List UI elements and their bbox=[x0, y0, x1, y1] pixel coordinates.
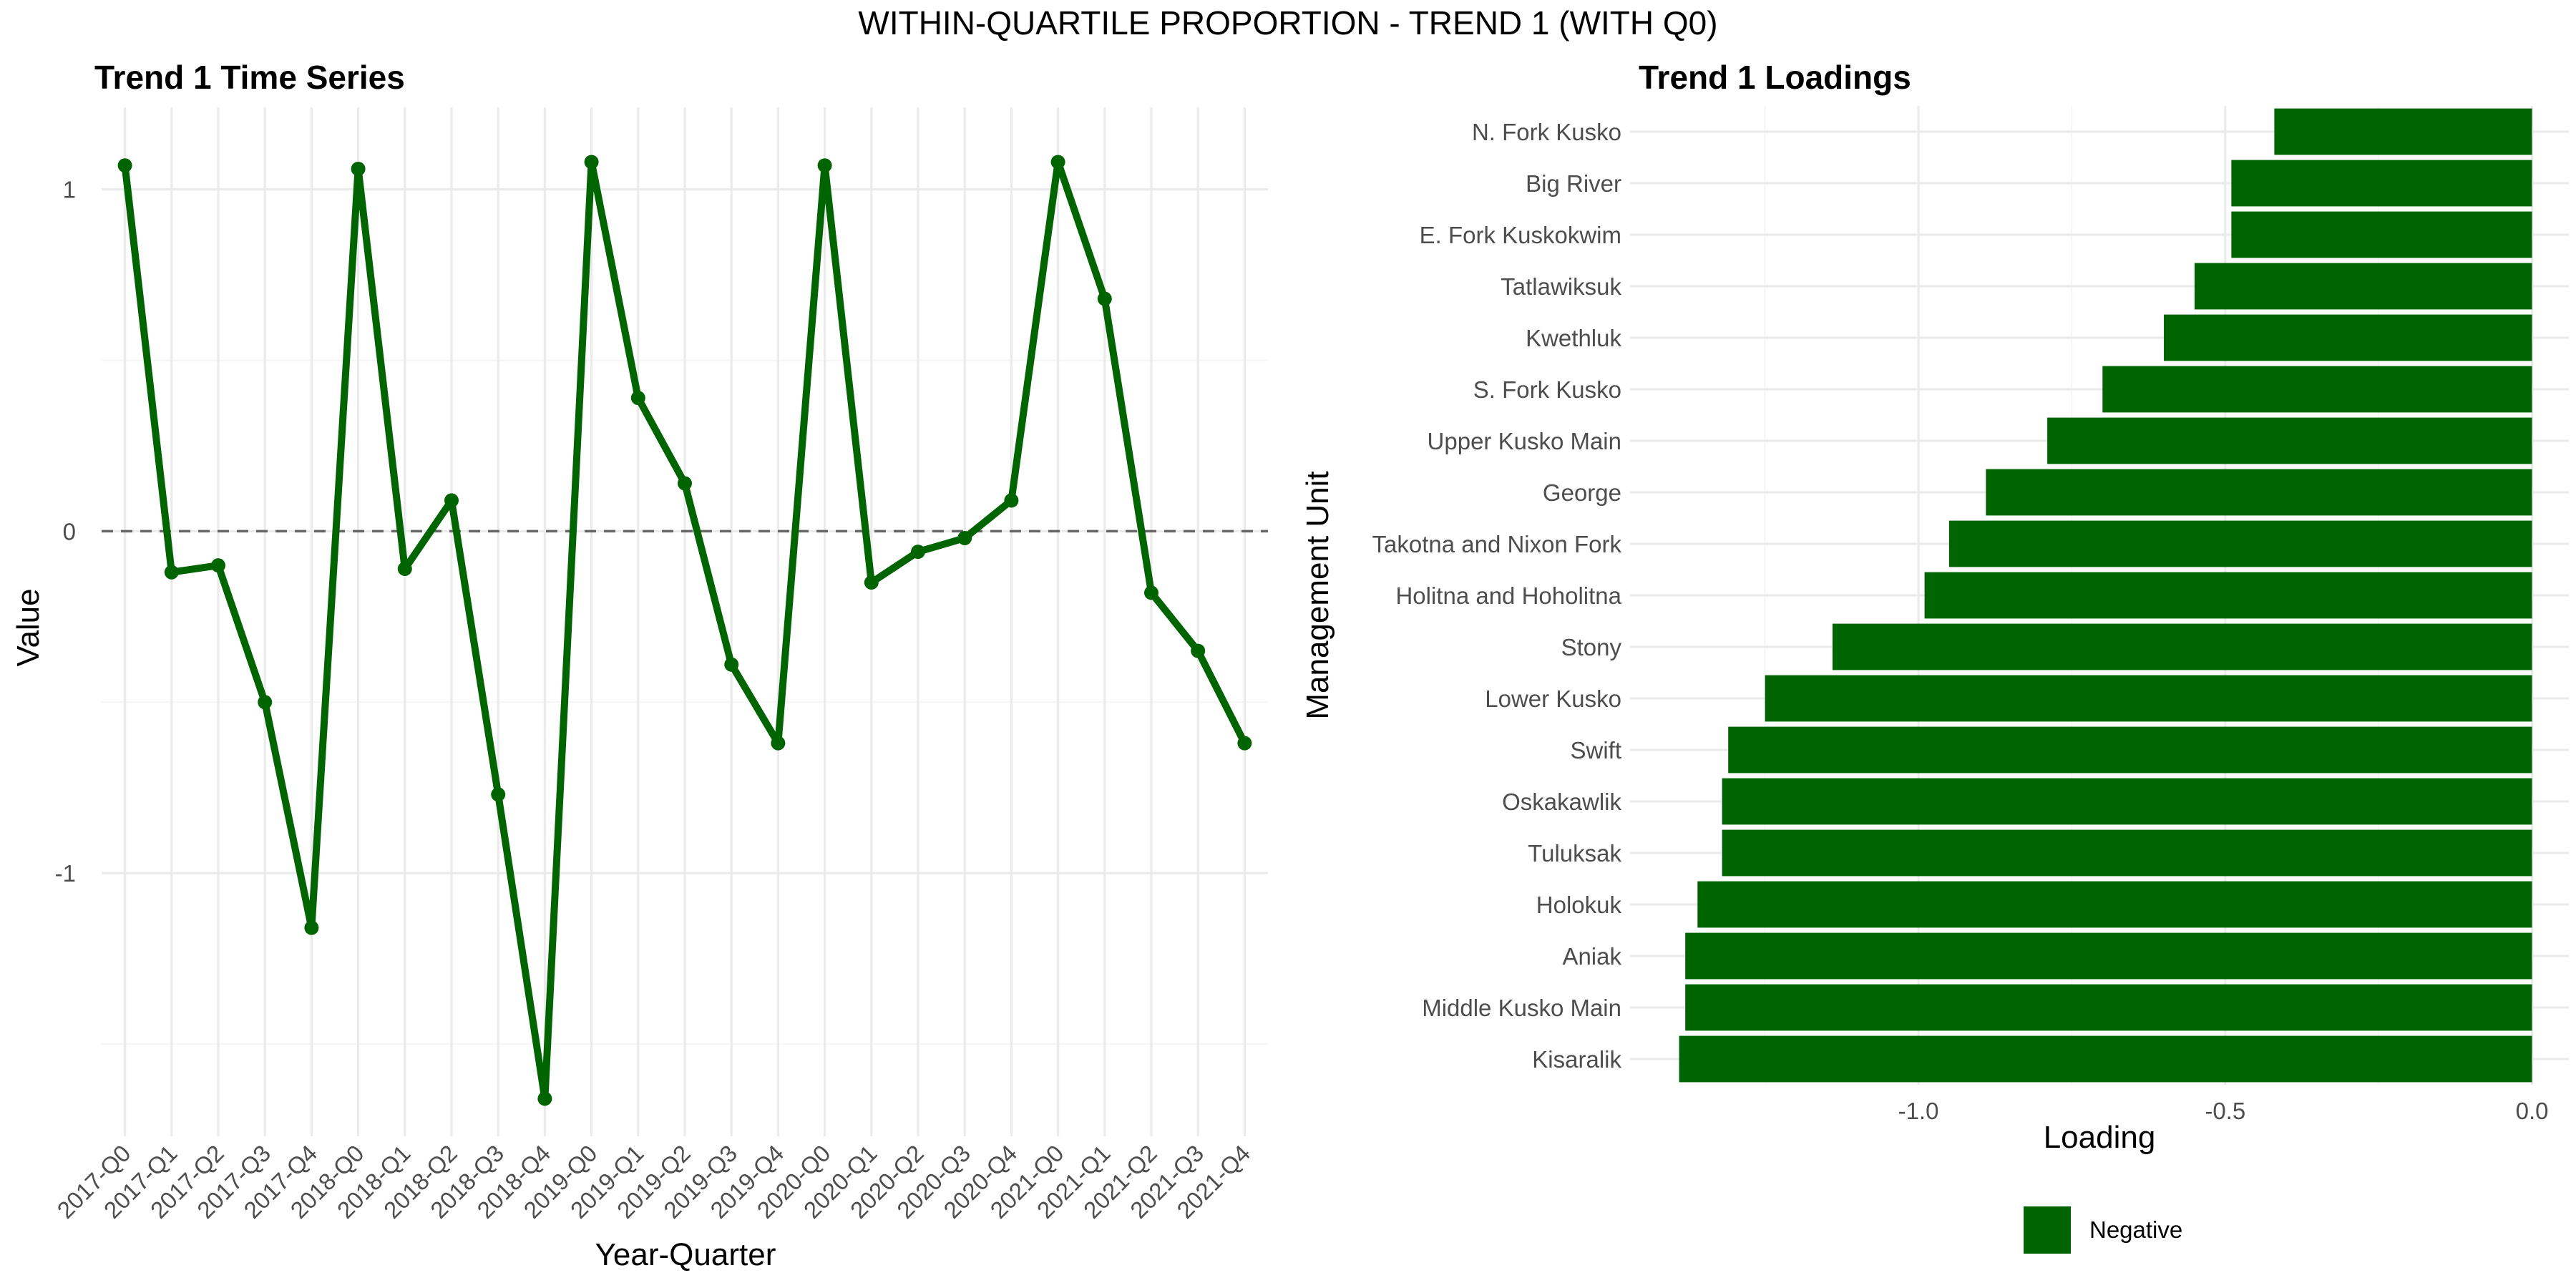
loading-bar bbox=[1765, 675, 2532, 722]
data-point bbox=[911, 545, 925, 560]
loading-bar bbox=[2047, 417, 2532, 464]
loading-bar bbox=[1832, 623, 2532, 670]
data-point bbox=[397, 561, 412, 576]
legend-key-negative bbox=[2024, 1206, 2071, 1254]
data-point bbox=[957, 530, 972, 545]
category-label: Kwethluk bbox=[1526, 325, 1621, 351]
loadings-legend: Negative bbox=[2024, 1206, 2182, 1254]
loading-bar bbox=[1697, 881, 2532, 928]
y-tick-label: -1 bbox=[55, 860, 76, 887]
category-label: George bbox=[1543, 479, 1621, 506]
loading-bar bbox=[1728, 726, 2532, 774]
figure-title: WITHIN-QUARTILE PROPORTION - TREND 1 (WI… bbox=[858, 4, 1717, 42]
data-point bbox=[584, 155, 599, 170]
time-series-points bbox=[117, 155, 1252, 1106]
time-series-y-axis-title: Value bbox=[11, 588, 46, 666]
category-label: Swift bbox=[1570, 737, 1621, 763]
category-label: Aniak bbox=[1562, 943, 1621, 970]
loading-bar bbox=[1722, 778, 2532, 825]
data-point bbox=[1237, 736, 1252, 751]
data-point bbox=[117, 158, 132, 173]
loading-bar bbox=[1685, 984, 2532, 1031]
data-point bbox=[444, 493, 459, 508]
loadings-x-ticks: -1.0 -0.5 0.0 bbox=[1898, 1098, 2549, 1124]
data-point bbox=[1050, 155, 1065, 170]
category-label: Tatlawiksuk bbox=[1501, 273, 1621, 300]
loading-bar bbox=[2274, 108, 2532, 155]
loading-bar bbox=[1986, 469, 2532, 516]
loading-bar bbox=[1679, 1035, 2532, 1083]
loadings-title: Trend 1 Loadings bbox=[1639, 59, 1911, 96]
loadings-bars bbox=[1679, 108, 2532, 1083]
loadings-category-labels: N. Fork Kusko Big River E. Fork Kuskokwim T… bbox=[1372, 119, 1621, 1073]
category-label: Holokuk bbox=[1536, 892, 1622, 918]
data-point bbox=[1191, 643, 1206, 658]
loading-bar bbox=[1948, 520, 2532, 567]
loading-bar bbox=[1722, 829, 2532, 877]
time-series-grid bbox=[102, 107, 1268, 1136]
category-label: Tuluksak bbox=[1528, 840, 1621, 867]
time-series-panel: Trend 1 Time Series 1 0 -1 2017-Q02017-Q12… bbox=[11, 59, 1268, 1272]
data-point bbox=[864, 575, 879, 590]
data-point bbox=[771, 736, 786, 751]
data-point bbox=[1004, 493, 1019, 508]
data-point bbox=[724, 657, 739, 672]
loading-bar bbox=[2164, 314, 2532, 361]
time-series-x-ticks: 2017-Q02017-Q12017-Q22017-Q32017-Q42018-… bbox=[52, 1140, 1256, 1224]
category-label: Upper Kusko Main bbox=[1428, 428, 1621, 454]
category-label: Takotna and Nixon Fork bbox=[1372, 531, 1621, 557]
data-point bbox=[678, 476, 692, 491]
data-point bbox=[258, 695, 273, 710]
time-series-title: Trend 1 Time Series bbox=[94, 59, 405, 96]
loading-bar bbox=[1924, 572, 2532, 619]
category-label: E. Fork Kuskokwim bbox=[1420, 222, 1621, 248]
x-tick-label: -0.5 bbox=[2205, 1098, 2245, 1124]
y-tick-label: 0 bbox=[63, 518, 76, 545]
category-label: Stony bbox=[1561, 634, 1622, 660]
x-tick-label: -1.0 bbox=[1898, 1098, 1939, 1124]
loading-bar bbox=[2194, 263, 2532, 310]
x-tick-label: 0.0 bbox=[2516, 1098, 2549, 1124]
category-label: Big River bbox=[1526, 170, 1621, 197]
loading-bar bbox=[2231, 211, 2532, 258]
category-label: Kisaralik bbox=[1532, 1046, 1621, 1073]
data-point bbox=[537, 1091, 552, 1106]
category-label: Lower Kusko bbox=[1485, 686, 1621, 712]
loadings-y-axis-title: Management Unit bbox=[1300, 471, 1335, 719]
category-label: N. Fork Kusko bbox=[1472, 119, 1621, 145]
data-point bbox=[351, 161, 366, 176]
data-point bbox=[817, 158, 832, 173]
data-point bbox=[1097, 291, 1112, 306]
loadings-x-axis-title: Loading bbox=[2044, 1120, 2156, 1155]
category-label: Holitna and Hoholitna bbox=[1395, 582, 1621, 609]
loading-bar bbox=[2231, 160, 2532, 207]
data-point bbox=[491, 787, 506, 802]
category-label: Middle Kusko Main bbox=[1422, 995, 1621, 1021]
y-tick-label: 1 bbox=[63, 177, 76, 203]
loading-bar bbox=[2102, 366, 2532, 413]
category-label: Oskakawlik bbox=[1502, 789, 1621, 815]
loadings-panel: Trend 1 Loadings N. Fork Kusko Big River E… bbox=[1300, 59, 2569, 1254]
category-label: S. Fork Kusko bbox=[1473, 376, 1621, 403]
data-point bbox=[1144, 585, 1158, 600]
data-point bbox=[164, 565, 179, 580]
data-point bbox=[304, 920, 319, 935]
time-series-x-axis-title: Year-Quarter bbox=[595, 1237, 776, 1272]
time-series-y-ticks: 1 0 -1 bbox=[55, 177, 76, 887]
data-point bbox=[211, 558, 225, 573]
legend-label-negative: Negative bbox=[2089, 1216, 2182, 1243]
data-point bbox=[630, 391, 645, 406]
loading-bar bbox=[1685, 932, 2532, 980]
